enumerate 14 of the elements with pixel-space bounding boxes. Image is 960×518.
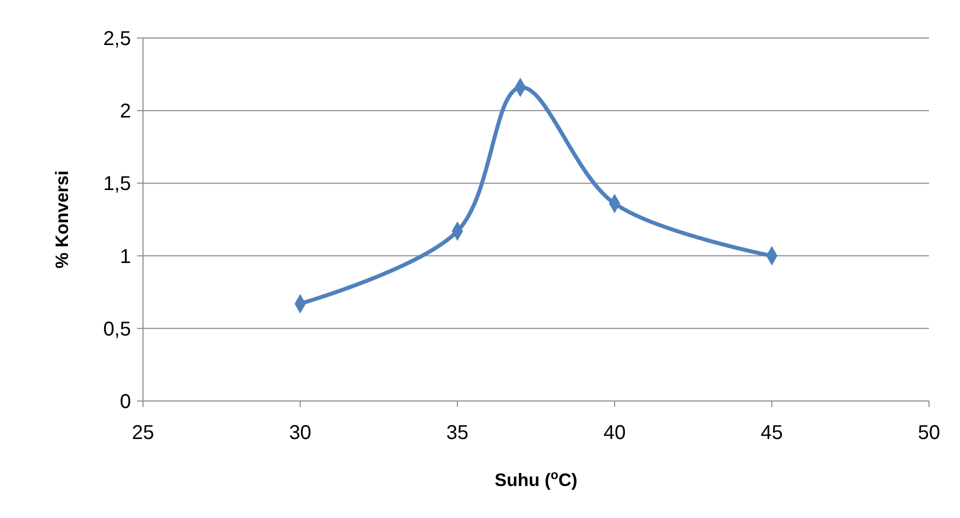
x-tick-label: 30 <box>289 422 312 444</box>
y-tick-label: 2 <box>120 100 131 123</box>
y-tick-label: 0,5 <box>103 318 131 340</box>
y-tick-label: 1,5 <box>103 173 131 196</box>
x-tick-label: 35 <box>446 422 469 444</box>
y-axis-title: % Konversi <box>52 170 72 269</box>
y-tick-label: 1 <box>120 246 131 268</box>
x-tick-label: 45 <box>760 422 783 444</box>
y-tick-label: 2,5 <box>103 28 131 50</box>
x-axis-title: Suhu ($^{o}$C) <box>494 468 578 490</box>
x-tick-label: 25 <box>132 422 154 444</box>
y-tick-label: 0 <box>120 391 131 413</box>
x-tick-label: 50 <box>918 422 940 444</box>
x-tick-label: 40 <box>603 422 626 444</box>
